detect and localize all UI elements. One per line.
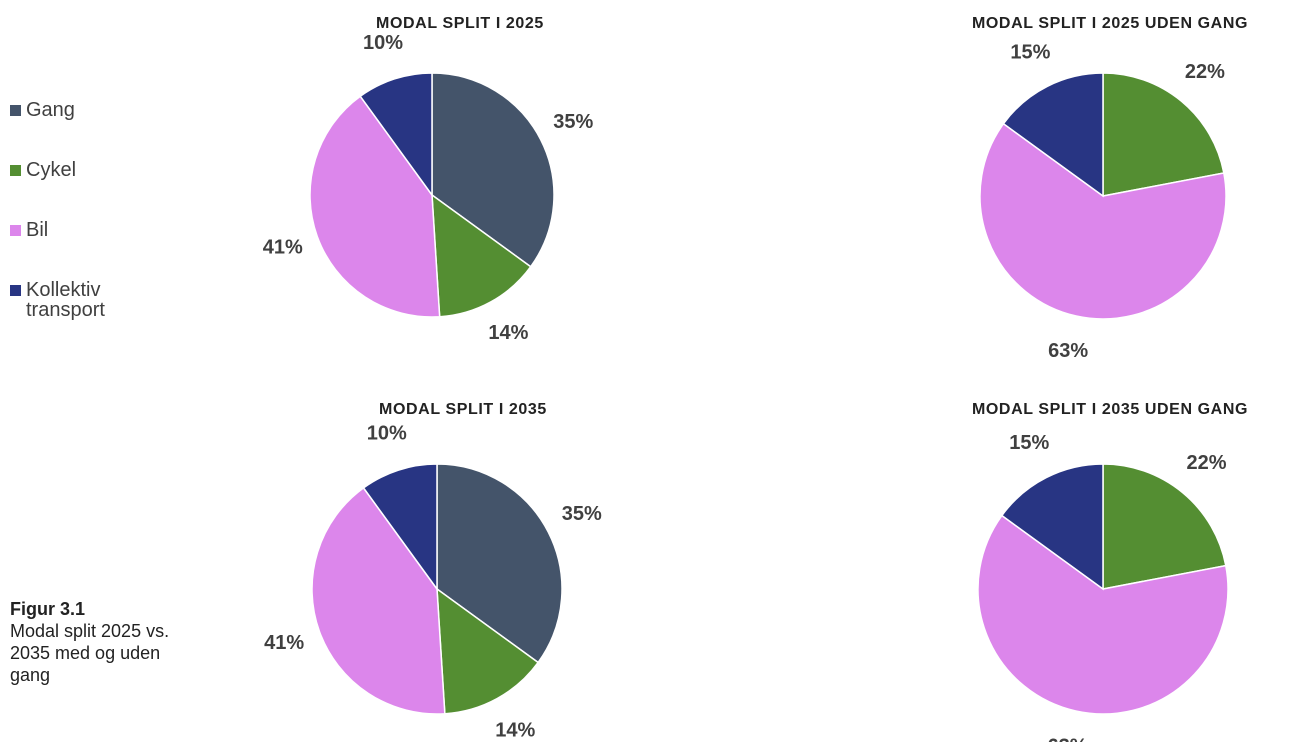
unit: %: [511, 322, 529, 344]
data-label: 22%: [1187, 452, 1227, 474]
unit: %: [1070, 736, 1088, 742]
pie-slice: [1102, 72, 1225, 197]
unit: %: [1207, 61, 1225, 83]
data-label: 22%: [1185, 61, 1225, 83]
pie-slice: [1102, 463, 1227, 590]
data-label: 63%: [1048, 736, 1088, 742]
value: 41: [263, 237, 285, 259]
chart-title: MODAL SPLIT I 2035: [379, 401, 547, 418]
legend-item: Gang: [10, 100, 160, 160]
legend-item: Bil: [10, 220, 160, 280]
legend-swatch: [10, 285, 21, 296]
data-label: 10%: [363, 32, 403, 54]
pie-slice: [977, 514, 1229, 715]
legend-label: Cykel: [26, 159, 77, 181]
data-label: 63%: [1048, 340, 1088, 362]
value: 35: [562, 504, 584, 526]
unit: %: [576, 111, 594, 133]
legend-label: Bil: [26, 219, 49, 241]
value: 63: [1048, 736, 1070, 742]
caption: Figur 3.1 Modal split 2025 vs. 2035 med …: [10, 598, 185, 686]
pie-slice: [1002, 72, 1104, 198]
unit: %: [1033, 42, 1051, 64]
value: 41: [264, 632, 286, 654]
pie-slice: [431, 72, 555, 268]
caption-text: Modal split 2025 vs. 2035 med og uden ga…: [10, 621, 170, 685]
value: 63: [1048, 340, 1070, 362]
data-label: 41%: [263, 237, 303, 259]
data-label: 35%: [553, 111, 593, 133]
data-label: 41%: [264, 632, 304, 654]
pie-slice: [431, 193, 532, 318]
pie-slice: [309, 95, 441, 318]
value: 14: [495, 720, 518, 742]
value: 22: [1187, 452, 1209, 474]
value: 10: [363, 32, 385, 54]
unit: %: [518, 720, 536, 742]
value: 22: [1185, 61, 1207, 83]
unit: %: [286, 632, 304, 654]
legend-swatch: [10, 165, 21, 176]
pie-slice: [311, 486, 446, 715]
chart-title: MODAL SPLIT I 2035 UDEN GANG: [972, 401, 1248, 418]
chart-title: MODAL SPLIT I 2025 UDEN GANG: [972, 15, 1248, 32]
unit: %: [584, 504, 602, 526]
value: 10: [367, 423, 389, 445]
unit: %: [1070, 340, 1088, 362]
pie-slice: [362, 463, 438, 592]
data-label: 15%: [1010, 42, 1050, 64]
pie-slice: [1000, 463, 1104, 591]
legend-item: Cykel: [10, 160, 160, 220]
legend-swatch: [10, 105, 21, 116]
legend-label: Kollektiv transport: [26, 279, 105, 321]
legend-label: Gang: [26, 99, 75, 121]
legend-item: Kollektiv transport: [10, 280, 160, 340]
value: 14: [488, 322, 511, 344]
unit: %: [385, 32, 403, 54]
unit: %: [285, 237, 303, 259]
value: 15: [1010, 42, 1032, 64]
data-label: 15%: [1009, 432, 1049, 454]
pie-slice: [436, 463, 563, 664]
data-label: 35%: [562, 504, 602, 526]
chart-title: MODAL SPLIT I 2025: [376, 15, 544, 32]
pie-slice: [359, 72, 433, 198]
unit: %: [1031, 432, 1049, 454]
legend-swatch: [10, 225, 21, 236]
unit: %: [389, 423, 407, 445]
value: 15: [1009, 432, 1031, 454]
legend: Gang Cykel Bil Kollektiv transport: [10, 100, 160, 340]
data-label: 14%: [495, 720, 535, 742]
pie-slice: [979, 122, 1227, 320]
data-label: 10%: [367, 423, 407, 445]
caption-label: Figur 3.1: [10, 599, 86, 619]
unit: %: [1209, 452, 1227, 474]
pie-slice: [436, 587, 540, 715]
value: 35: [553, 111, 575, 133]
data-label: 14%: [488, 322, 528, 344]
